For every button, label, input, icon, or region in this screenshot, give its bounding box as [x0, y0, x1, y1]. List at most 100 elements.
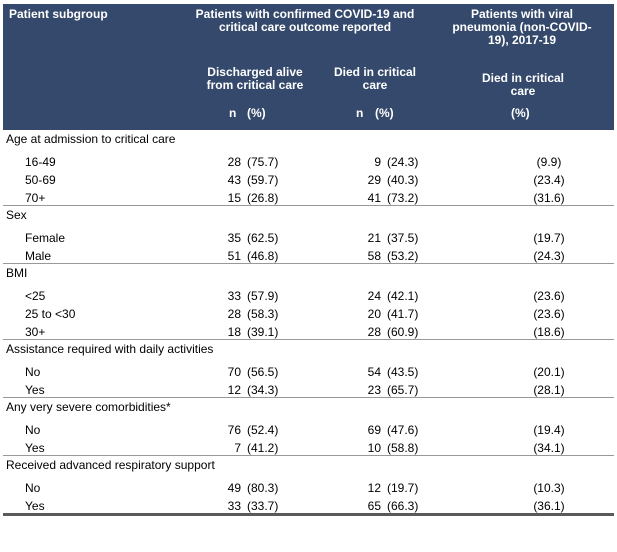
group-row: Received advanced respiratory support — [3, 455, 614, 477]
died-n: 9 — [374, 155, 381, 169]
discharged-n: 18 — [227, 325, 241, 339]
group-spacer — [217, 339, 247, 361]
table-row: 30+ 18 (39.1) 28 (60.9) (18.6) — [3, 321, 614, 340]
discharged-pct: (56.5) — [247, 365, 279, 379]
header-subgroup: Patient subgroup — [9, 7, 108, 21]
died-pct: (37.5) — [387, 231, 419, 245]
died-pct: (60.9) — [387, 325, 419, 339]
group-spacer — [387, 263, 484, 285]
viral-died-pct: (23.6) — [533, 289, 565, 303]
viral-died-pct: (36.1) — [533, 499, 565, 513]
table-row: 50-69 43 (59.7) 29 (40.3) (23.4) — [3, 169, 614, 187]
died-pct: (41.7) — [387, 307, 419, 321]
group-spacer — [484, 455, 614, 477]
group-spacer — [484, 339, 614, 361]
died-pct: (53.2) — [387, 249, 419, 263]
group-spacer — [247, 205, 357, 227]
died-pct: (65.7) — [387, 383, 419, 397]
viral-died-pct: (10.3) — [533, 481, 565, 495]
group-row: Any very severe comorbidities* — [3, 397, 614, 419]
row-label: 16-49 — [25, 155, 56, 169]
row-label: No — [25, 481, 41, 495]
row-label: Yes — [25, 441, 45, 455]
table-row: Yes 7 (41.2) 10 (58.8) (34.1) — [3, 437, 614, 456]
header-n-discharged: n — [229, 106, 237, 120]
died-pct: (42.1) — [387, 289, 419, 303]
group-spacer — [387, 130, 484, 151]
group-label: Sex — [3, 205, 217, 227]
died-pct: (24.3) — [387, 155, 419, 169]
table-row: No 76 (52.4) 69 (47.6) (19.4) — [3, 419, 614, 437]
died-n: 54 — [367, 365, 381, 379]
group-spacer — [484, 263, 614, 285]
header-n-died: n — [356, 106, 364, 120]
group-spacer — [217, 130, 247, 151]
group-row: Age at admission to critical care — [3, 130, 614, 151]
header-pct-viral: (%) — [511, 106, 530, 120]
group-label: BMI — [3, 263, 217, 285]
died-pct: (73.2) — [387, 191, 419, 205]
group-spacer — [484, 205, 614, 227]
table-row: Yes 33 (33.7) 65 (66.3) (36.1) — [3, 495, 614, 513]
group-spacer — [387, 205, 484, 227]
group-label: Any very severe comorbidities* — [3, 397, 217, 419]
header-pct-discharged: (%) — [247, 106, 266, 120]
discharged-n: 28 — [227, 155, 241, 169]
viral-died-pct: (24.3) — [533, 249, 565, 263]
table-row: Male 51 (46.8) 58 (53.2) (24.3) — [3, 245, 614, 264]
discharged-pct: (34.3) — [247, 383, 279, 397]
viral-died-pct: (20.1) — [533, 365, 565, 379]
discharged-pct: (57.9) — [247, 289, 279, 303]
discharged-n: 35 — [227, 231, 241, 245]
discharged-n: 12 — [227, 383, 241, 397]
group-spacer — [217, 205, 247, 227]
discharged-pct: (80.3) — [247, 481, 279, 495]
group-spacer — [387, 397, 484, 419]
died-n: 41 — [367, 191, 381, 205]
viral-died-pct: (23.4) — [533, 173, 565, 187]
header-died: Died in critical care — [333, 65, 417, 92]
discharged-n: 51 — [227, 249, 241, 263]
row-label: Yes — [25, 383, 45, 397]
group-spacer — [484, 130, 614, 151]
table-row: No 70 (56.5) 54 (43.5) (20.1) — [3, 361, 614, 379]
group-spacer — [484, 397, 614, 419]
discharged-n: 70 — [227, 365, 241, 379]
group-spacer — [217, 397, 247, 419]
group-row: Assistance required with daily activitie… — [3, 339, 614, 361]
died-n: 23 — [367, 383, 381, 397]
died-n: 24 — [367, 289, 381, 303]
died-n: 21 — [367, 231, 381, 245]
row-label: <25 — [25, 289, 46, 303]
discharged-n: 49 — [227, 481, 241, 495]
header-viral: Patients with viral pneumonia (non-COVID… — [452, 7, 592, 47]
died-pct: (43.5) — [387, 365, 419, 379]
group-spacer — [357, 263, 387, 285]
discharged-n: 15 — [227, 191, 241, 205]
died-n: 28 — [367, 325, 381, 339]
died-n: 58 — [367, 249, 381, 263]
group-row: Sex — [3, 205, 614, 227]
discharged-n: 76 — [227, 423, 241, 437]
discharged-pct: (41.2) — [247, 441, 279, 455]
table-bottom-rule — [3, 513, 614, 516]
group-spacer — [217, 263, 247, 285]
discharged-pct: (46.8) — [247, 249, 279, 263]
died-pct: (19.7) — [387, 481, 419, 495]
group-spacer — [357, 130, 387, 151]
row-label: 30+ — [25, 325, 46, 339]
viral-died-pct: (31.6) — [533, 191, 565, 205]
discharged-n: 28 — [227, 307, 241, 321]
viral-died-pct: (19.4) — [533, 423, 565, 437]
group-spacer — [247, 339, 357, 361]
died-n: 12 — [367, 481, 381, 495]
results-table: Patient subgroup Patients with confirmed… — [3, 4, 614, 516]
discharged-pct: (39.1) — [247, 325, 279, 339]
row-label: 70+ — [25, 191, 46, 205]
table-row: Yes 12 (34.3) 23 (65.7) (28.1) — [3, 379, 614, 398]
discharged-n: 33 — [227, 499, 241, 513]
died-n: 69 — [367, 423, 381, 437]
group-spacer — [357, 455, 387, 477]
header-pct-died: (%) — [375, 106, 394, 120]
died-n: 10 — [367, 441, 381, 455]
